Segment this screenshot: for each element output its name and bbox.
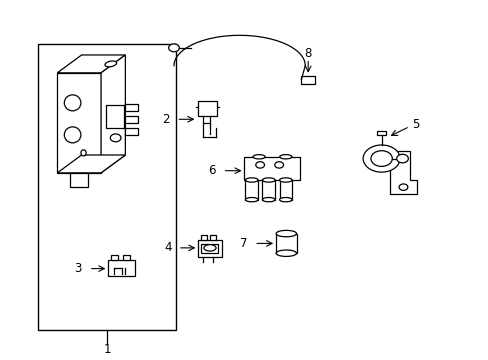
Bar — [111, 255, 118, 260]
Bar — [301, 76, 314, 84]
Bar — [125, 104, 137, 111]
Text: 2: 2 — [162, 113, 169, 126]
Ellipse shape — [255, 162, 264, 168]
Ellipse shape — [274, 162, 283, 168]
Ellipse shape — [105, 61, 117, 67]
Bar — [198, 102, 216, 116]
Ellipse shape — [262, 198, 275, 202]
Bar — [201, 244, 217, 253]
Bar — [38, 44, 176, 330]
Ellipse shape — [110, 134, 121, 142]
Ellipse shape — [203, 245, 216, 251]
Ellipse shape — [245, 178, 258, 182]
Bar — [210, 235, 216, 240]
Circle shape — [363, 145, 399, 172]
Polygon shape — [57, 155, 125, 173]
Bar — [201, 235, 206, 240]
Ellipse shape — [398, 184, 407, 190]
Bar — [376, 131, 385, 135]
Ellipse shape — [279, 155, 291, 159]
Bar — [276, 234, 296, 253]
Ellipse shape — [252, 155, 264, 159]
Ellipse shape — [262, 178, 275, 182]
Text: 7: 7 — [240, 237, 247, 250]
Ellipse shape — [81, 150, 86, 156]
Circle shape — [370, 151, 391, 166]
Polygon shape — [57, 55, 125, 73]
Polygon shape — [57, 73, 101, 173]
Bar — [262, 180, 275, 200]
Polygon shape — [101, 55, 125, 173]
Text: 6: 6 — [207, 164, 215, 177]
Ellipse shape — [64, 127, 81, 143]
Ellipse shape — [245, 198, 258, 202]
Circle shape — [168, 44, 179, 52]
Circle shape — [396, 154, 407, 163]
Bar — [279, 180, 291, 200]
Ellipse shape — [276, 250, 296, 256]
Text: 1: 1 — [103, 343, 111, 356]
Ellipse shape — [276, 230, 296, 237]
Bar — [125, 129, 137, 135]
Bar — [245, 180, 258, 200]
Polygon shape — [389, 152, 416, 194]
Ellipse shape — [279, 198, 291, 202]
Bar — [122, 255, 130, 260]
Bar — [244, 157, 300, 180]
Bar — [106, 105, 124, 128]
Bar — [125, 116, 137, 123]
Text: 5: 5 — [411, 118, 419, 131]
Text: 8: 8 — [304, 47, 311, 60]
Bar — [70, 173, 88, 187]
Bar — [108, 260, 135, 276]
Text: 3: 3 — [74, 262, 81, 275]
Ellipse shape — [64, 95, 81, 111]
Text: 4: 4 — [164, 241, 171, 255]
Ellipse shape — [279, 178, 291, 182]
Bar — [198, 240, 221, 257]
